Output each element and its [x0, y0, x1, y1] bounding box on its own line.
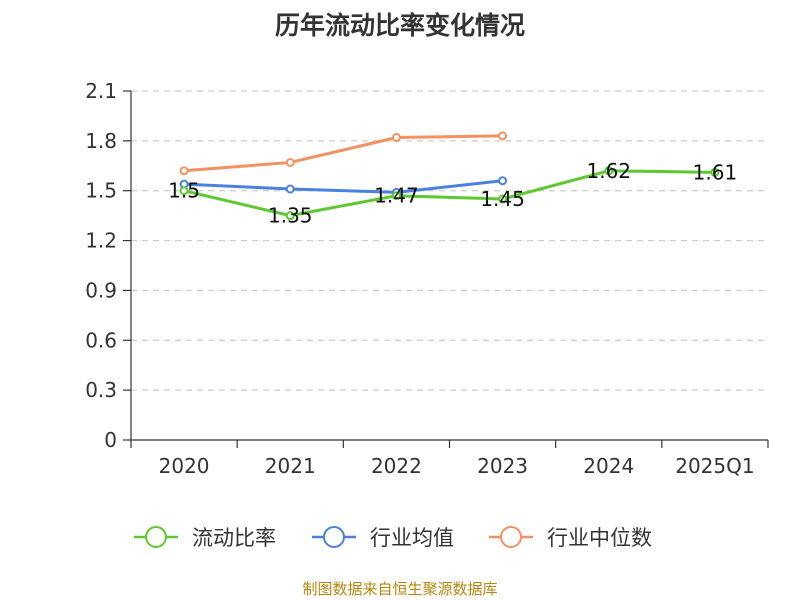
- series-0-point-4: [604, 166, 614, 176]
- axes: 0 0.3 0.6 0.9 1.2 1.5 1.8 2.1 2020 2021 2022 2023 20…: [85, 79, 769, 478]
- data-label-2: 1.47: [374, 184, 419, 208]
- series-2-point-2: [391, 133, 401, 143]
- legend-marker-0: [145, 526, 167, 548]
- series-2-point-0: [179, 166, 189, 176]
- source-note: 制图数据来自恒生聚源数据库: [302, 580, 498, 598]
- series-1-point-1: [285, 184, 295, 194]
- data-label-1: 1.35: [268, 204, 313, 228]
- legend: 流动比率 行业均值 行业中位数: [134, 526, 652, 550]
- data-label-4: 1.62: [586, 159, 631, 183]
- series-line-2: [183, 134, 503, 173]
- grid-lines: [131, 90, 768, 391]
- x-tick-label-3: 2023: [477, 454, 528, 478]
- y-tick-label-6: 1.8: [85, 129, 117, 153]
- data-label-0: 1.5: [168, 179, 200, 203]
- x-tick-label-5: 2025Q1: [675, 454, 754, 478]
- series-0-point-1: [285, 211, 295, 221]
- y-tick-label-1: 0.3: [85, 378, 117, 402]
- legend-label-2: 行业中位数: [547, 526, 652, 550]
- x-tick-label-0: 2020: [159, 454, 210, 478]
- series-0-point-2: [391, 191, 401, 201]
- y-tick-label-4: 1.2: [85, 229, 117, 253]
- y-tick-label-5: 1.5: [85, 179, 117, 203]
- series-2-point-1: [285, 157, 295, 167]
- series-1-point-3: [498, 176, 508, 186]
- legend-marker-1: [323, 526, 345, 548]
- y-tick-label-3: 0.9: [85, 278, 117, 302]
- legend-marker-2: [500, 526, 522, 548]
- series-line-0: [183, 169, 715, 218]
- x-tick-label-1: 2021: [265, 454, 316, 478]
- y-tick-label-0: 0: [104, 428, 117, 452]
- series-lines: [179, 131, 720, 221]
- y-tick-label-2: 0.6: [85, 328, 117, 352]
- legend-label-1: 行业均值: [370, 526, 454, 550]
- series-2-point-3: [498, 131, 508, 141]
- series-0-point-0: [179, 186, 189, 196]
- series-0-point-3: [498, 194, 508, 204]
- data-label-3: 1.45: [480, 187, 525, 211]
- data-label-5: 1.61: [693, 160, 738, 184]
- series-0-point-5: [710, 167, 720, 177]
- series-line-1: [184, 179, 503, 194]
- chart-title: 历年流动比率变化情况: [274, 11, 525, 40]
- x-tick-label-4: 2024: [583, 454, 634, 478]
- data-labels: 1.5 1.35 1.47 1.45 1.62 1.61: [168, 159, 737, 228]
- y-tick-label-7: 2.1: [85, 79, 117, 103]
- x-tick-label-2: 2022: [371, 454, 422, 478]
- legend-label-0: 流动比率: [192, 526, 276, 550]
